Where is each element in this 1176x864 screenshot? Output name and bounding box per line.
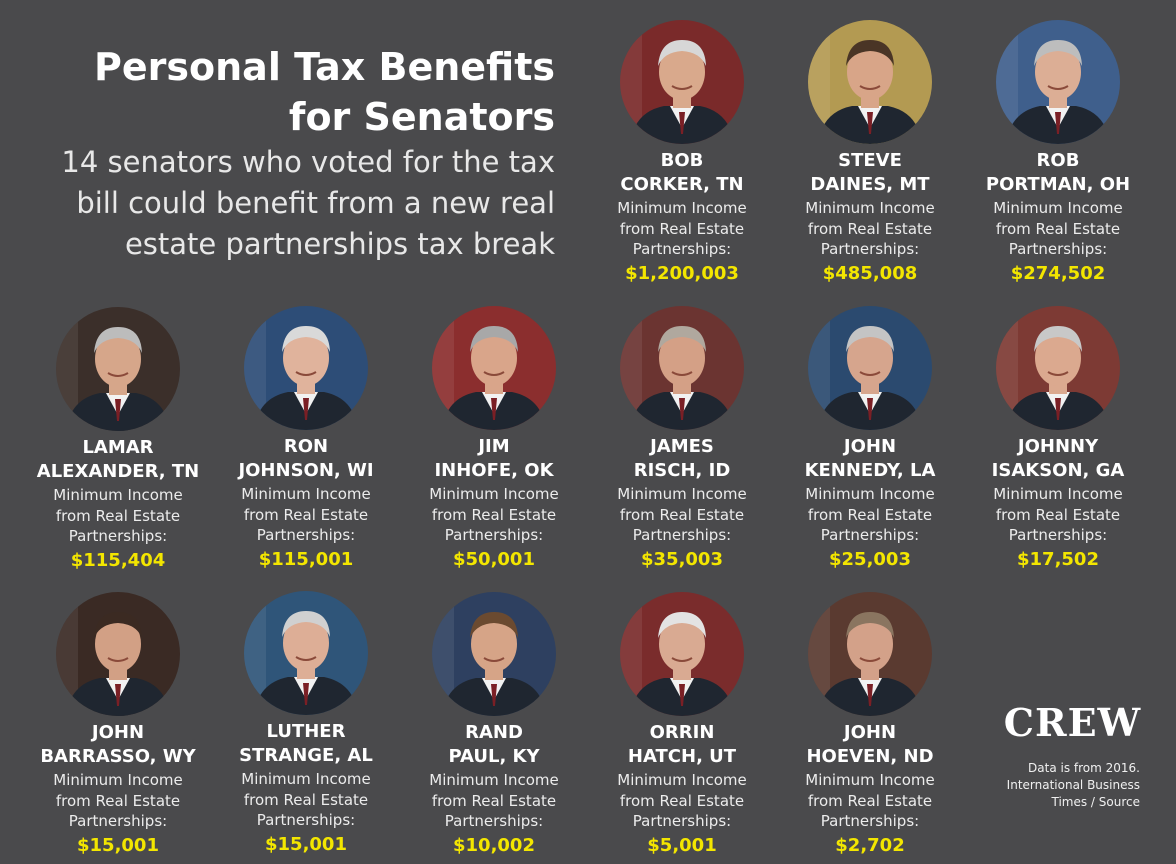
senator-card: BOB CORKER, TN Minimum Income from Real … xyxy=(588,20,776,285)
income-amount: $25,003 xyxy=(829,548,911,570)
income-caption: Minimum Income from Real Estate Partners… xyxy=(241,770,371,829)
senator-portrait xyxy=(620,20,744,144)
senator-name: STEVE DAINES, MT xyxy=(810,150,930,195)
income-amount: $17,502 xyxy=(1017,548,1099,570)
senator-card: RAND PAUL, KY Minimum Income from Real E… xyxy=(400,592,588,857)
senator-portrait xyxy=(808,592,932,716)
page-subtitle: 14 senators who voted for the tax bill c… xyxy=(61,145,555,261)
income-amount: $115,404 xyxy=(70,549,166,571)
senator-card: ROB PORTMAN, OH Minimum Income from Real… xyxy=(964,20,1152,285)
income-caption: Minimum Income from Real Estate Partners… xyxy=(53,486,183,545)
senator-card: JIM INHOFE, OK Minimum Income from Real … xyxy=(400,306,588,571)
senator-name: ORRIN HATCH, UT xyxy=(627,722,737,767)
senator-card: JOHN KENNEDY, LA Minimum Income from Rea… xyxy=(776,306,964,571)
income-caption: Minimum Income from Real Estate Partners… xyxy=(805,771,935,830)
income-caption: Minimum Income from Real Estate Partners… xyxy=(429,771,559,830)
senator-name: JOHNNY ISAKSON, GA xyxy=(991,436,1125,481)
crew-logo: CREW xyxy=(1003,700,1142,745)
senator-card: JOHN BARRASSO, WY Minimum Income from Re… xyxy=(24,592,212,857)
senator-card: JAMES RISCH, ID Minimum Income from Real… xyxy=(588,306,776,571)
income-amount: $5,001 xyxy=(647,834,717,856)
senator-portrait xyxy=(244,306,368,430)
senator-portrait xyxy=(620,592,744,716)
income-amount: $1,200,003 xyxy=(625,262,739,284)
income-amount: $15,001 xyxy=(77,834,159,856)
senator-name: ROB PORTMAN, OH xyxy=(985,150,1131,195)
source-note: Data is from 2016. International Busines… xyxy=(1006,761,1140,809)
page-title: Personal Tax Benefits for Senators xyxy=(94,45,555,139)
senator-name: JOHN HOEVEN, ND xyxy=(806,722,934,767)
senator-name: LUTHER STRANGE, AL xyxy=(239,721,373,766)
income-amount: $10,002 xyxy=(453,834,535,856)
income-caption: Minimum Income from Real Estate Partners… xyxy=(805,199,935,258)
income-caption: Minimum Income from Real Estate Partners… xyxy=(429,485,559,544)
senator-name: JOHN BARRASSO, WY xyxy=(40,722,196,767)
senator-portrait xyxy=(808,20,932,144)
income-amount: $15,001 xyxy=(265,833,347,855)
income-caption: Minimum Income from Real Estate Partners… xyxy=(617,199,747,258)
senator-card: LUTHER STRANGE, AL Minimum Income from R… xyxy=(212,591,400,856)
income-caption: Minimum Income from Real Estate Partners… xyxy=(617,485,747,544)
senator-name: RAND PAUL, KY xyxy=(448,722,540,767)
senator-portrait xyxy=(996,20,1120,144)
senator-portrait xyxy=(620,306,744,430)
senator-name: JIM INHOFE, OK xyxy=(434,436,554,481)
senator-card: STEVE DAINES, MT Minimum Income from Rea… xyxy=(776,20,964,285)
income-amount: $485,008 xyxy=(822,262,918,284)
senator-card: ORRIN HATCH, UT Minimum Income from Real… xyxy=(588,592,776,857)
senator-name: BOB CORKER, TN xyxy=(620,150,744,195)
senator-card: RON JOHNSON, WI Minimum Income from Real… xyxy=(212,306,400,571)
senator-portrait xyxy=(56,592,180,716)
income-amount: $35,003 xyxy=(641,548,723,570)
income-caption: Minimum Income from Real Estate Partners… xyxy=(993,485,1123,544)
senator-portrait xyxy=(56,307,180,431)
income-caption: Minimum Income from Real Estate Partners… xyxy=(993,199,1123,258)
senator-name: LAMAR ALEXANDER, TN xyxy=(36,437,200,482)
income-amount: $274,502 xyxy=(1010,262,1106,284)
income-caption: Minimum Income from Real Estate Partners… xyxy=(617,771,747,830)
senator-portrait xyxy=(996,306,1120,430)
income-amount: $115,001 xyxy=(258,548,354,570)
senator-portrait xyxy=(432,592,556,716)
senator-card: JOHNNY ISAKSON, GA Minimum Income from R… xyxy=(964,306,1152,571)
income-caption: Minimum Income from Real Estate Partners… xyxy=(241,485,371,544)
income-amount: $50,001 xyxy=(453,548,535,570)
income-caption: Minimum Income from Real Estate Partners… xyxy=(53,771,183,830)
senator-portrait xyxy=(244,591,368,715)
income-caption: Minimum Income from Real Estate Partners… xyxy=(805,485,935,544)
senator-name: JOHN KENNEDY, LA xyxy=(804,436,936,481)
senator-card: JOHN HOEVEN, ND Minimum Income from Real… xyxy=(776,592,964,857)
senator-card: LAMAR ALEXANDER, TN Minimum Income from … xyxy=(24,307,212,572)
senator-portrait xyxy=(432,306,556,430)
senator-name: RON JOHNSON, WI xyxy=(238,436,374,481)
income-amount: $2,702 xyxy=(835,834,905,856)
senator-name: JAMES RISCH, ID xyxy=(633,436,731,481)
senator-portrait xyxy=(808,306,932,430)
